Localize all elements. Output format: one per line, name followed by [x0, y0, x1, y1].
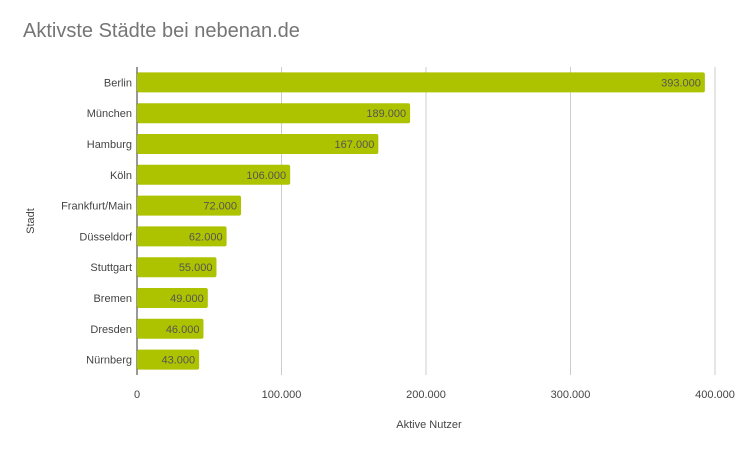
x-axis-title: Aktive Nutzer	[396, 419, 462, 431]
category-label: Nürnberg	[86, 355, 132, 367]
bar	[137, 103, 411, 124]
bar-value-label: 55.000	[179, 262, 213, 274]
chart-title: Aktivste Städte bei nebenan.de	[23, 20, 300, 42]
bar-value-label: 189.000	[366, 108, 406, 120]
bar-value-label: 49.000	[170, 293, 204, 305]
category-label: Hamburg	[87, 139, 132, 151]
bar	[137, 349, 200, 370]
x-tick-label: 0	[134, 389, 140, 401]
bar	[137, 226, 227, 247]
x-tick-label: 200.000	[406, 389, 446, 401]
x-tick-label: 300.000	[551, 389, 591, 401]
bar	[137, 72, 705, 93]
category-label: Bremen	[93, 293, 132, 305]
bar	[137, 288, 208, 308]
category-label: Stuttgart	[90, 262, 132, 274]
x-tick-label: 100.000	[262, 389, 302, 401]
bar-value-label: 106.000	[246, 170, 286, 182]
bar-value-label: 393.000	[661, 77, 701, 89]
bars: 393.000 189.000 167.000 106.000 72.000 62.000…	[137, 72, 705, 370]
y-axis-title: Stadt	[25, 208, 37, 234]
bar-value-label: 43.000	[161, 355, 195, 367]
category-label: Dresden	[90, 324, 132, 336]
category-label: München	[87, 108, 132, 120]
bar	[137, 134, 379, 154]
x-tick-labels: 0 100.000 200.000 300.000 400.000	[134, 389, 735, 401]
bar	[137, 318, 204, 339]
bar-value-label: 72.000	[203, 201, 237, 213]
bar	[137, 195, 242, 216]
category-label: Düsseldorf	[79, 231, 133, 243]
category-label: Berlin	[104, 77, 132, 89]
bar-value-label: 46.000	[166, 324, 200, 336]
bar-value-label: 62.000	[189, 231, 223, 243]
category-label: Köln	[110, 170, 132, 182]
bar-value-label: 167.000	[335, 139, 375, 151]
bar	[137, 164, 291, 185]
category-label: Frankfurt/Main	[61, 201, 132, 213]
category-labels: Berlin München Hamburg Köln Frankfurt/Main Dü…	[61, 77, 133, 366]
bar	[137, 257, 217, 278]
x-tick-label: 400.000	[695, 389, 735, 401]
